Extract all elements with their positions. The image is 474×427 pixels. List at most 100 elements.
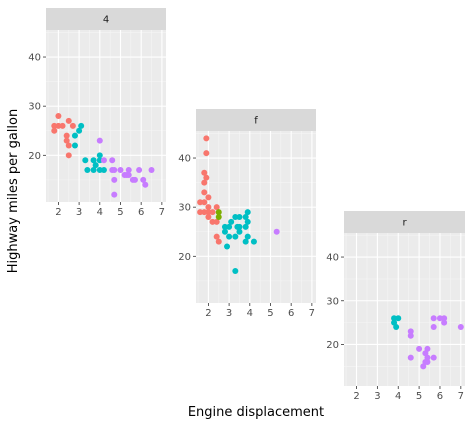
y-tick-label: 20: [178, 252, 191, 263]
data-point: [244, 233, 251, 240]
facet-strip: [344, 211, 465, 233]
x-tick-label: 2: [205, 308, 211, 319]
data-point: [203, 150, 210, 157]
data-point: [71, 142, 78, 149]
facet-panels: 4 2 3 4 5 6 7 20 30 40 f 2 3 4 5 6 7 20 30 40 r 2 3 4 5 6 7 20 30 40: [28, 8, 465, 402]
data-point: [201, 169, 208, 176]
data-point: [209, 209, 216, 216]
data-point: [213, 218, 220, 225]
data-point: [391, 315, 398, 322]
data-point: [441, 315, 448, 322]
y-tick-label: 20: [326, 340, 339, 351]
data-point: [117, 167, 124, 174]
data-point: [201, 179, 208, 186]
data-point: [226, 223, 233, 230]
x-tick-label: 4: [247, 308, 253, 319]
data-point: [236, 223, 243, 230]
y-tick-label: 40: [28, 53, 41, 64]
data-point: [244, 218, 251, 225]
data-point: [51, 127, 58, 134]
data-point: [407, 328, 414, 335]
data-point: [136, 167, 143, 174]
data-point: [96, 167, 103, 174]
data-point: [393, 323, 400, 330]
data-point: [111, 167, 118, 174]
data-point: [209, 218, 216, 225]
data-point: [407, 354, 414, 361]
data-point: [226, 233, 233, 240]
data-point: [96, 157, 103, 164]
data-point: [215, 209, 222, 216]
data-point: [201, 209, 208, 216]
facet-panel-r: r 2 3 4 5 6 7 20 30 40: [326, 211, 465, 402]
data-point: [59, 122, 66, 129]
facet-strip: [196, 109, 316, 131]
panel-background: [344, 233, 465, 386]
y-tick-label: 30: [178, 203, 191, 214]
y-tick-label: 30: [326, 296, 339, 307]
data-point: [205, 204, 212, 211]
y-tick-label: 40: [326, 253, 339, 264]
data-point: [250, 238, 257, 245]
data-point: [65, 117, 72, 124]
data-point: [273, 228, 280, 235]
data-point: [232, 268, 239, 275]
data-point: [111, 191, 118, 198]
data-point: [63, 132, 70, 139]
data-point: [242, 223, 249, 230]
data-point: [109, 157, 116, 164]
data-point: [51, 122, 58, 129]
data-point: [92, 162, 99, 169]
data-point: [228, 218, 235, 225]
data-point: [123, 171, 130, 178]
x-tick-label: 2: [55, 207, 61, 218]
data-point: [221, 228, 228, 235]
data-point: [63, 137, 70, 144]
data-point: [242, 238, 249, 245]
data-point: [215, 238, 222, 245]
data-point: [69, 122, 76, 129]
data-point: [232, 233, 239, 240]
data-point: [201, 199, 208, 206]
data-point: [236, 228, 243, 235]
data-point: [416, 345, 423, 352]
data-point: [55, 122, 62, 129]
data-point: [430, 323, 437, 330]
x-tick-label: 4: [97, 207, 103, 218]
data-point: [213, 204, 220, 211]
data-point: [436, 315, 443, 322]
data-point: [244, 209, 251, 216]
data-point: [430, 354, 437, 361]
y-tick-label: 20: [28, 151, 41, 162]
x-tick-label: 5: [267, 308, 273, 319]
x-axis-title: Engine displacement: [188, 405, 324, 420]
y-tick-label: 40: [178, 154, 191, 165]
facet-panel-f: f 2 3 4 5 6 7 20 30 40: [178, 109, 316, 319]
y-axis-title: Highway miles per gallon: [6, 109, 21, 273]
data-point: [142, 181, 149, 188]
panel-background: [196, 131, 316, 303]
data-point: [224, 243, 231, 250]
data-point: [201, 189, 208, 196]
data-point: [232, 214, 239, 220]
data-point: [441, 319, 448, 326]
data-point: [424, 345, 431, 352]
data-point: [76, 127, 83, 134]
facet-panel-4: 4 2 3 4 5 6 7 20 30 40: [28, 8, 166, 218]
facet-strip-label: f: [254, 116, 258, 127]
panel-background: [46, 30, 166, 202]
data-point: [78, 122, 85, 129]
data-point: [111, 176, 118, 183]
x-tick-label: 7: [159, 207, 165, 218]
x-tick-label: 3: [76, 207, 82, 218]
data-point: [131, 176, 138, 183]
data-point: [457, 323, 464, 330]
data-point: [140, 176, 147, 183]
data-point: [55, 113, 62, 119]
data-point: [96, 152, 103, 159]
x-tick-label: 5: [416, 391, 422, 402]
data-point: [100, 167, 107, 174]
data-point: [205, 194, 212, 201]
data-point: [100, 157, 107, 164]
data-point: [65, 142, 72, 149]
